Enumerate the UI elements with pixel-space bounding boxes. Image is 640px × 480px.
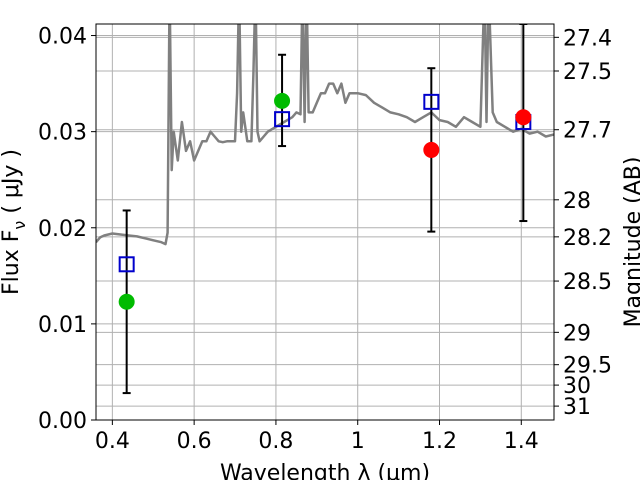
model-photometry-point bbox=[274, 111, 291, 128]
mag-tick-label: 29 bbox=[563, 321, 591, 346]
y-tick-label: 0.02 bbox=[38, 217, 87, 242]
x-tick-label: 0.6 bbox=[177, 429, 212, 454]
mag-tick-label: 29.5 bbox=[563, 354, 612, 379]
x-tick-label: 1.4 bbox=[504, 429, 539, 454]
x-axis: 0.4 0.6 0.8 1 1.2 1.4 bbox=[95, 420, 539, 454]
x-tick-label: 0.8 bbox=[258, 429, 293, 454]
plot-area bbox=[96, 24, 554, 395]
y-tick-label: 0.01 bbox=[38, 313, 87, 338]
grid bbox=[96, 24, 554, 421]
axes-frame bbox=[95, 23, 555, 421]
model-photometry-point bbox=[118, 256, 135, 273]
y-tick-label: 0.03 bbox=[38, 121, 87, 146]
observed-point bbox=[274, 92, 291, 109]
mag-tick-label: 31 bbox=[563, 395, 591, 420]
mag-tick-label: 30 bbox=[563, 374, 591, 399]
y-tick-label: 0.00 bbox=[38, 409, 87, 434]
mag-tick-label: 27.4 bbox=[563, 26, 612, 51]
x-tick-label: 1 bbox=[351, 429, 365, 454]
spectrum-line bbox=[96, 24, 554, 246]
magnitude-axis-label: Magnitude (AB) bbox=[621, 157, 640, 328]
x-axis-label: Wavelength λ (μm) bbox=[220, 461, 430, 480]
mag-tick-label: 28 bbox=[563, 189, 591, 214]
y-tick-label: 0.04 bbox=[38, 25, 87, 50]
mag-tick-label: 27.5 bbox=[563, 60, 612, 85]
y-axis: 0.00 0.01 0.02 0.03 0.04 bbox=[38, 25, 96, 434]
x-tick-label: 0.4 bbox=[95, 429, 130, 454]
mag-tick-label: 28.5 bbox=[563, 270, 612, 295]
model-photometry-point bbox=[423, 93, 440, 110]
x-tick-label: 1.2 bbox=[422, 429, 457, 454]
y-axis-label: Flux Fν ( μJy ) bbox=[0, 149, 29, 295]
observed-point bbox=[118, 293, 135, 310]
mag-tick-label: 28.2 bbox=[563, 226, 612, 251]
mag-tick-label: 27.7 bbox=[563, 119, 612, 144]
observed-point bbox=[423, 141, 440, 158]
observed-point bbox=[515, 109, 532, 126]
